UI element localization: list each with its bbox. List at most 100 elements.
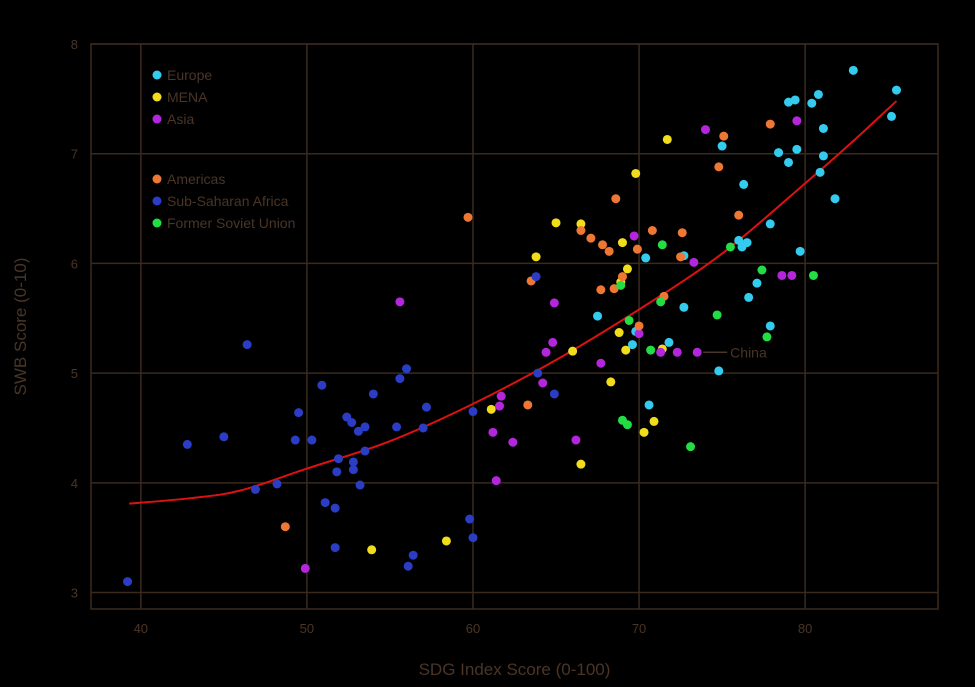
point-sub-saharan-africa — [250, 484, 260, 494]
plot-frame — [90, 43, 939, 610]
point-americas — [609, 284, 619, 294]
point-americas — [463, 212, 473, 222]
point-americas — [634, 321, 644, 331]
point-sub-saharan-africa — [408, 550, 418, 560]
y-tick-label: 5 — [71, 366, 78, 381]
point-americas — [617, 272, 627, 282]
point-americas — [676, 252, 686, 262]
point-asia — [777, 270, 787, 280]
y-axis-label: SWB Score (0-10) — [11, 258, 30, 396]
point-mena — [568, 346, 578, 356]
point-sub-saharan-africa — [333, 454, 343, 464]
point-sub-saharan-africa — [403, 561, 413, 571]
point-sub-saharan-africa — [219, 432, 229, 442]
point-asia — [548, 337, 558, 347]
legend-marker — [152, 174, 162, 184]
point-former-soviet-union — [686, 442, 696, 452]
legend-entry: Europe — [167, 67, 212, 83]
point-americas — [598, 240, 608, 250]
point-sub-saharan-africa — [533, 368, 543, 378]
point-mena — [367, 545, 377, 555]
point-europe — [664, 337, 674, 347]
point-asia — [491, 476, 501, 486]
point-sub-saharan-africa — [272, 479, 282, 489]
point-europe — [644, 400, 654, 410]
point-sub-saharan-africa — [395, 374, 405, 384]
y-axis-ticks: 3 4 5 6 7 8 — [71, 37, 78, 601]
point-asia — [571, 435, 581, 445]
point-sub-saharan-africa — [418, 423, 428, 433]
point-europe — [752, 278, 762, 288]
x-tick-label: 70 — [632, 621, 646, 636]
point-asia — [300, 563, 310, 573]
point-asia — [792, 116, 802, 126]
point-former-soviet-union — [808, 270, 818, 280]
point-sub-saharan-africa — [123, 577, 133, 587]
point-europe — [784, 97, 794, 107]
point-asia — [508, 437, 518, 447]
point-sub-saharan-africa — [317, 380, 327, 390]
point-americas — [714, 162, 724, 172]
x-tick-label: 40 — [134, 621, 148, 636]
point-mena — [621, 345, 631, 355]
point-sub-saharan-africa — [320, 498, 330, 508]
point-europe — [717, 141, 727, 151]
point-former-soviet-union — [622, 420, 632, 430]
x-axis-label: SDG Index Score (0-100) — [419, 660, 611, 679]
point-europe — [714, 366, 724, 376]
point-asia — [541, 347, 551, 357]
point-former-soviet-union — [616, 280, 626, 290]
point-asia — [656, 347, 666, 357]
y-tick-label: 7 — [71, 147, 78, 162]
point-europe — [815, 167, 825, 177]
point-sub-saharan-africa — [468, 533, 478, 543]
point-former-soviet-union — [757, 265, 767, 275]
point-mena — [617, 238, 627, 248]
point-mena — [486, 404, 496, 414]
point-europe — [792, 144, 802, 154]
point-sub-saharan-africa — [468, 407, 478, 417]
trend-line — [129, 100, 898, 505]
point-europe — [765, 321, 775, 331]
y-tick-label: 6 — [71, 256, 78, 271]
point-sub-saharan-africa — [347, 417, 357, 427]
legend-entry: Americas — [167, 171, 225, 187]
point-asia — [692, 347, 702, 357]
point-former-soviet-union — [657, 240, 667, 250]
point-americas — [611, 194, 621, 204]
point-americas — [765, 119, 775, 129]
point-europe — [774, 148, 784, 158]
point-europe — [795, 246, 805, 256]
point-europe — [784, 157, 794, 167]
x-tick-label: 60 — [466, 621, 480, 636]
point-mena — [622, 264, 632, 274]
point-sub-saharan-africa — [392, 422, 402, 432]
point-asia — [634, 329, 644, 339]
point-former-soviet-union — [656, 297, 666, 307]
point-mena — [614, 328, 624, 338]
y-tick-label: 8 — [71, 37, 78, 52]
point-americas — [586, 233, 596, 243]
point-asia — [395, 297, 405, 307]
point-sub-saharan-africa — [294, 408, 304, 418]
point-asia — [672, 347, 682, 357]
point-europe — [739, 179, 749, 189]
point-asia — [538, 378, 548, 388]
x-axis-ticks: 40 50 60 70 80 — [134, 621, 813, 636]
point-sub-saharan-africa — [531, 272, 541, 282]
point-sub-saharan-africa — [360, 446, 370, 456]
point-mena — [639, 427, 649, 437]
point-europe — [830, 194, 840, 204]
y-tick-label: 4 — [71, 476, 78, 491]
point-mena — [441, 536, 451, 546]
point-americas — [719, 131, 729, 141]
point-europe — [641, 253, 651, 263]
point-americas — [604, 246, 614, 256]
point-sub-saharan-africa — [330, 543, 340, 553]
point-mena — [576, 219, 586, 229]
point-americas — [596, 285, 606, 295]
point-sub-saharan-africa — [348, 465, 358, 475]
point-sub-saharan-africa — [465, 514, 475, 524]
